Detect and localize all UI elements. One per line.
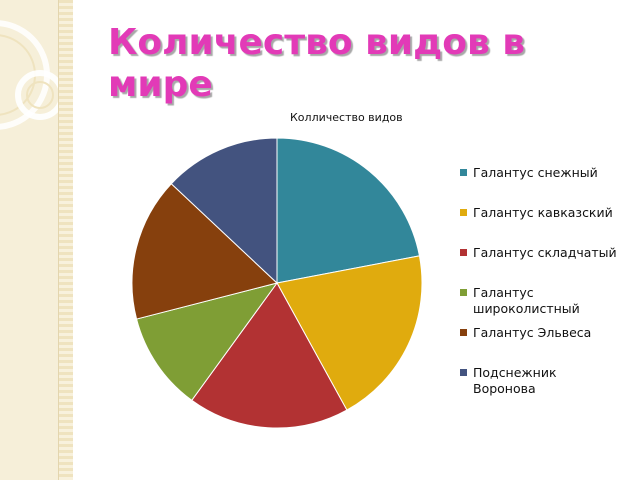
pie-slice-1 bbox=[276, 137, 421, 284]
legend-swatch bbox=[460, 289, 467, 296]
legend-swatch bbox=[460, 169, 467, 176]
pie-slice-3 bbox=[191, 282, 348, 429]
chart-title: Колличество видов bbox=[290, 111, 403, 124]
pie-slice-5 bbox=[131, 183, 279, 320]
pie-slice-6 bbox=[170, 137, 278, 285]
legend-label: Галантус складчатый bbox=[473, 245, 617, 260]
legend-swatch bbox=[460, 329, 467, 336]
slide-title: Количество видов в мире bbox=[108, 22, 526, 105]
legend-swatch bbox=[460, 249, 467, 256]
pie-slice-2 bbox=[276, 255, 423, 411]
decorative-side-band bbox=[58, 0, 73, 480]
pie-slice-4 bbox=[135, 282, 279, 402]
legend-swatch bbox=[460, 209, 467, 216]
legend-label: Галантус кавказский bbox=[473, 205, 613, 220]
legend-swatch bbox=[460, 369, 467, 376]
legend-label: Галантус широколистный bbox=[473, 285, 580, 316]
legend-label: Галантус снежный bbox=[473, 165, 598, 180]
legend-label: Галантус Эльвеса bbox=[473, 325, 592, 340]
legend-label: Подснежник Воронова bbox=[473, 365, 557, 396]
